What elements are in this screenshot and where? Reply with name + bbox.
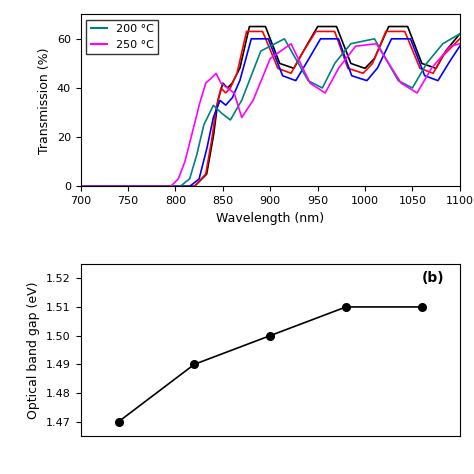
Y-axis label: Optical band gap (eV): Optical band gap (eV) bbox=[27, 281, 40, 419]
Text: (b): (b) bbox=[422, 271, 445, 285]
X-axis label: Wavelength (nm): Wavelength (nm) bbox=[216, 212, 324, 225]
Legend: 200 °C, 250 °C: 200 °C, 250 °C bbox=[86, 20, 158, 54]
Y-axis label: Transmission (%): Transmission (%) bbox=[38, 47, 51, 154]
